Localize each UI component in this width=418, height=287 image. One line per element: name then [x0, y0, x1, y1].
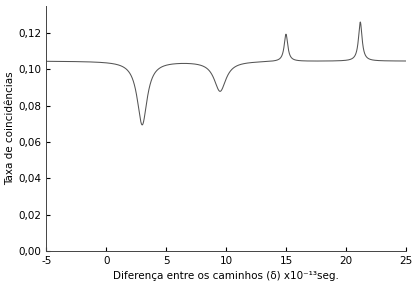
X-axis label: Diferença entre os caminhos (δ) x10⁻¹³seg.: Diferença entre os caminhos (δ) x10⁻¹³se…: [113, 272, 339, 282]
Y-axis label: Taxa de coincidências: Taxa de coincidências: [5, 71, 15, 185]
